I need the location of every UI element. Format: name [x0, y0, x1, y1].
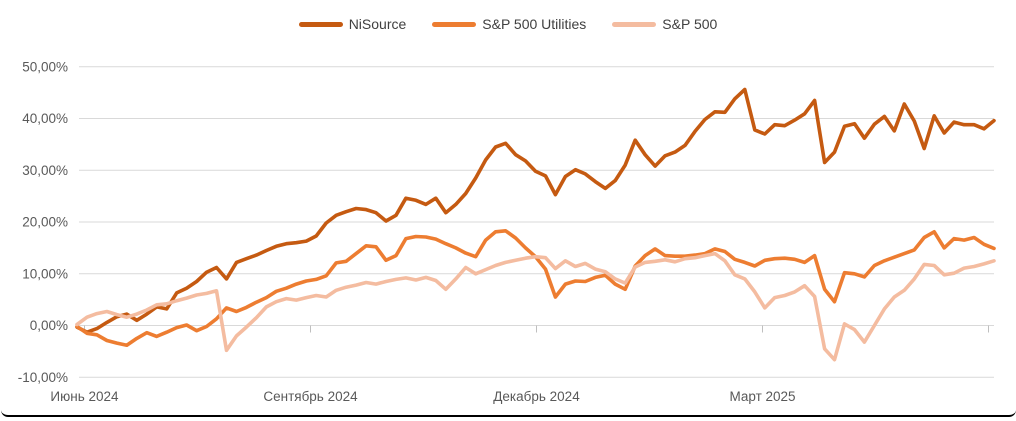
chart-legend: NiSource S&P 500 Utilities S&P 500: [0, 16, 1016, 32]
legend-swatch: [612, 21, 657, 27]
x-axis-tick-label: Декабрь 2024: [493, 389, 580, 404]
legend-item-1: NiSource: [298, 16, 407, 32]
x-axis-tick-label: Июнь 2024: [50, 389, 119, 404]
y-axis-labels: 50,00% 40,00% 30,00% 20,00% 10,00% 0,00% -10,0…: [18, 59, 68, 385]
legend-label: S&P 500: [662, 16, 718, 32]
y-axis-tick-label: 30,00%: [22, 163, 68, 178]
series-lines: [75, 87, 996, 362]
series-line-s-p-500: [75, 251, 996, 362]
y-axis-tick-label: 0,00%: [30, 318, 68, 333]
legend-label: NiSource: [348, 16, 407, 32]
series-line-nisource: [75, 87, 996, 335]
series-line-s-p-500-utilities: [75, 229, 996, 348]
x-axis-tick-label: Март 2025: [729, 389, 795, 404]
y-axis-tick-label: 20,00%: [22, 215, 68, 230]
y-axis-tick-label: 10,00%: [22, 266, 68, 281]
x-axis-tick-label: Сентябрь 2024: [263, 389, 358, 404]
legend-swatch: [298, 21, 343, 27]
x-axis-labels: Июнь 2024 Сентябрь 2024 Декабрь 2024 Март 2…: [50, 389, 795, 404]
y-axis-tick-label: 50,00%: [22, 59, 68, 74]
legend-swatch: [432, 21, 477, 27]
legend-item-3: S&P 500: [612, 16, 717, 32]
y-axis-tick-label: -10,00%: [18, 370, 68, 385]
y-axis-tick-label: 40,00%: [22, 111, 68, 126]
x-axis-ticks: [83, 325, 990, 333]
legend-label: S&P 500 Utilities: [482, 16, 587, 32]
legend-item-2: S&P 500 Utilities: [432, 16, 586, 32]
